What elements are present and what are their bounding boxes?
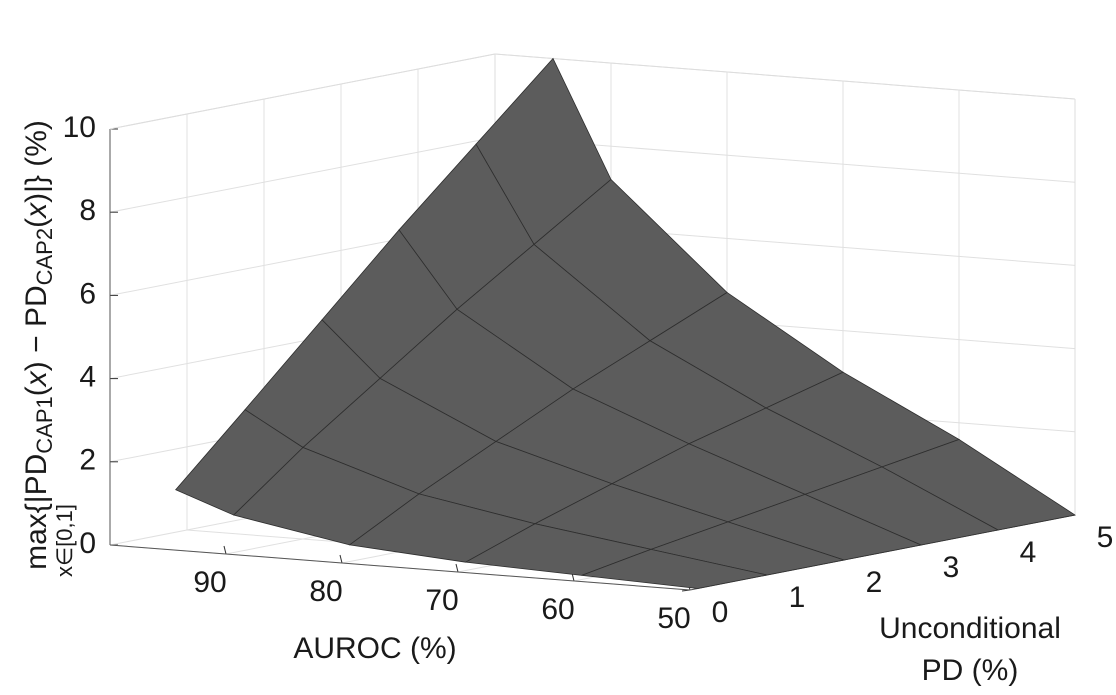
- tick-mark: [223, 545, 227, 555]
- z-axis-label: max{|PDCAP1(x) − PDCAP2(x)|} (%) x∈[0,1]: [20, 120, 77, 577]
- z-tick-label: 10: [63, 111, 96, 144]
- x-tick-label: 60: [541, 593, 574, 626]
- z-label-part: max{|PD: [20, 454, 53, 570]
- z-axis-label-text: max{|PDCAP1(x) − PDCAP2(x)|} (%): [20, 120, 57, 570]
- box-edge: [109, 53, 496, 130]
- z-label-part: (: [20, 386, 53, 396]
- z-label-part: )|} (%): [20, 120, 53, 203]
- y-tick-label: 3: [943, 551, 960, 584]
- x-axis-label: AUROC (%): [293, 632, 456, 665]
- z-tick-label: 6: [79, 277, 96, 310]
- tick-mark: [339, 554, 343, 564]
- z-label-part: CAP1: [32, 396, 57, 453]
- y-axis-label: PD (%): [922, 654, 1019, 687]
- grid-line: [109, 136, 496, 213]
- y-tick-label: 0: [712, 596, 729, 629]
- x-tick-label: 80: [309, 575, 342, 608]
- y-tick-label: 4: [1020, 536, 1037, 569]
- z-axis-sub-label: x∈[0,1]: [52, 504, 77, 577]
- z-label-part: (: [20, 218, 53, 228]
- z-tick-label: 8: [79, 194, 96, 227]
- z-label-part: ) − PD: [20, 285, 53, 371]
- axis-line: [109, 544, 691, 591]
- x-tick-label: 50: [657, 602, 690, 635]
- y-tick-label: 2: [866, 566, 883, 599]
- y-axis-label: Unconditional: [879, 612, 1061, 645]
- tick-mark: [455, 563, 459, 573]
- z-label-part: x: [20, 202, 53, 220]
- y-tick-label: 1: [789, 581, 806, 614]
- x-tick-label: 70: [425, 584, 458, 617]
- box-edge: [494, 53, 1076, 100]
- surface-patch: [581, 548, 768, 589]
- z-tick-label: 4: [79, 361, 96, 394]
- x-tick-label: 90: [193, 566, 226, 599]
- y-tick-label: 5: [1097, 521, 1114, 554]
- z-tick-label: 2: [79, 444, 96, 477]
- z-label-part: x: [20, 370, 53, 388]
- z-label-part: CAP2: [32, 228, 57, 285]
- z-tick-label: 0: [79, 527, 96, 560]
